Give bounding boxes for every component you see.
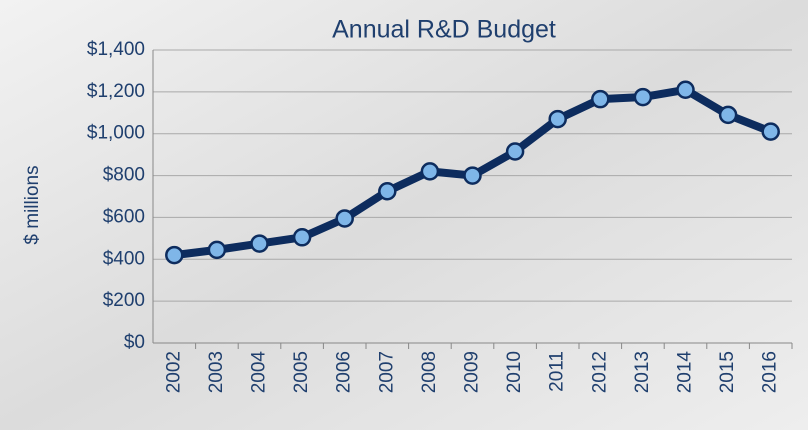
data-point [292, 228, 312, 247]
y-tick-label: $600 [103, 206, 145, 227]
data-point [633, 87, 653, 107]
x-tick-label: 2004 [249, 351, 270, 394]
data-point [591, 89, 610, 109]
data-point [335, 209, 354, 228]
data-point [420, 162, 440, 181]
data-point [250, 234, 269, 253]
x-tick-label: 2014 [675, 351, 696, 394]
x-tick-label: 2009 [462, 351, 483, 393]
x-tick-label: 2006 [334, 351, 355, 393]
y-tick-label: $1,400 [87, 39, 145, 60]
x-tick-label: 2013 [632, 351, 653, 393]
x-tick-label: 2005 [291, 351, 312, 393]
y-tick-label: $0 [124, 332, 145, 353]
data-point [463, 166, 482, 185]
data-point [761, 122, 780, 141]
data-point [207, 240, 227, 260]
data-point [505, 142, 525, 161]
y-tick-label: $800 [103, 165, 145, 186]
x-tick-label: 2012 [589, 351, 610, 393]
y-tick-label: $1,200 [87, 81, 145, 102]
x-tick-label: 2016 [760, 351, 781, 393]
chart-title: Annual R&D Budget [332, 16, 556, 44]
x-tick-label: 2011 [547, 351, 568, 392]
data-point [378, 182, 397, 201]
x-tick-label: 2008 [419, 351, 440, 393]
x-tick-label: 2015 [717, 351, 738, 393]
x-tick-label: 2003 [206, 351, 227, 393]
y-tick-label: $1,000 [87, 123, 145, 144]
x-tick-label: 2010 [504, 351, 525, 393]
data-point [548, 109, 567, 129]
y-axis-label: $ millions [22, 165, 43, 244]
data-point [165, 245, 184, 265]
x-tick-label: 2007 [376, 351, 397, 393]
y-tick-label: $200 [103, 290, 145, 311]
y-tick-label: $400 [103, 248, 145, 269]
data-point [718, 105, 738, 125]
x-tick-label: 2002 [163, 351, 184, 393]
data-point [676, 80, 695, 100]
